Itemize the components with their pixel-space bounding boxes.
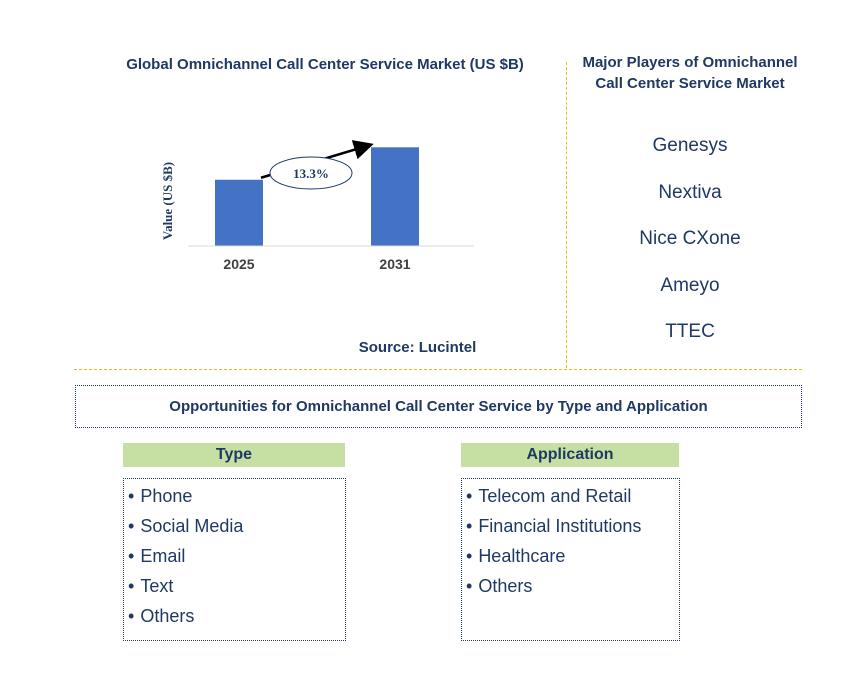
cagr-bubble — [269, 156, 353, 190]
bar-chart: 2025 2031 Value (US $B) 13.3% — [160, 140, 474, 272]
opportunities-title: Opportunities for Omnichannel Call Cente… — [75, 385, 802, 428]
bullet-icon: • — [128, 516, 135, 536]
bullet-icon: • — [128, 486, 135, 506]
cagr-label: 13.3% — [293, 166, 329, 181]
type-item: • Phone — [128, 481, 345, 511]
application-item-label: Others — [478, 576, 533, 596]
player-item: TTEC — [665, 321, 715, 342]
bar — [371, 147, 419, 246]
source-note: Source: Lucintel — [358, 339, 477, 356]
vertical-divider — [566, 62, 567, 368]
type-item: • Email — [128, 541, 345, 571]
horizontal-divider — [74, 369, 802, 370]
application-item-label: Financial Institutions — [478, 516, 642, 536]
chart-title: Global Omnichannel Call Center Service M… — [126, 56, 524, 73]
type-item: • Others — [128, 601, 345, 631]
type-list: • Phone • Social Media • Email • Text • Other… — [128, 481, 345, 631]
application-item: • Others — [466, 571, 679, 601]
bullet-icon: • — [466, 546, 473, 566]
type-item-label: Social Media — [140, 516, 244, 536]
application-list: • Telecom and Retail • Financial Instituti… — [466, 481, 679, 601]
type-item: • Text — [128, 571, 345, 601]
application-item: • Financial Institutions — [466, 511, 679, 541]
application-item: • Telecom and Retail — [466, 481, 679, 511]
type-header: Type — [123, 443, 345, 467]
type-item-label: Phone — [140, 486, 193, 506]
application-item: • Healthcare — [466, 541, 679, 571]
application-header: Application — [461, 443, 679, 467]
type-item-label: Email — [140, 546, 186, 566]
player-item: Nice CXone — [639, 228, 741, 249]
type-item-label: Text — [140, 576, 174, 596]
type-item: • Social Media — [128, 511, 345, 541]
bullet-icon: • — [128, 576, 135, 596]
bullet-icon: • — [466, 516, 473, 536]
player-item: Nextiva — [658, 181, 722, 203]
application-item-label: Telecom and Retail — [478, 486, 632, 506]
players-list: Genesys Nextiva Nice CXone Ameyo TTEC — [580, 133, 800, 366]
x-tick-label: 2031 — [379, 256, 410, 272]
bullet-icon: • — [466, 576, 473, 596]
type-item-label: Others — [140, 606, 195, 626]
x-tick-label: 2025 — [223, 256, 254, 272]
type-list-box: • Phone • Social Media • Email • Text • Other… — [123, 478, 346, 641]
bullet-icon: • — [128, 606, 135, 626]
player-item: Ameyo — [660, 274, 720, 296]
y-axis-label: Value (US $B) — [160, 162, 175, 240]
bullet-icon: • — [466, 486, 473, 506]
bullet-icon: • — [128, 546, 135, 566]
players-title: Major Players of Omnichannel Call Center… — [582, 54, 798, 92]
application-list-box: • Telecom and Retail • Financial Instituti… — [461, 478, 680, 641]
player-item: Genesys — [652, 135, 728, 156]
application-item-label: Healthcare — [478, 546, 566, 566]
bar — [215, 179, 263, 246]
